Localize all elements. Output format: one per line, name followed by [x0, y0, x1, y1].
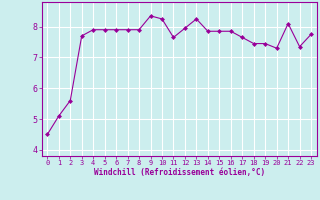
X-axis label: Windchill (Refroidissement éolien,°C): Windchill (Refroidissement éolien,°C) [94, 168, 265, 177]
